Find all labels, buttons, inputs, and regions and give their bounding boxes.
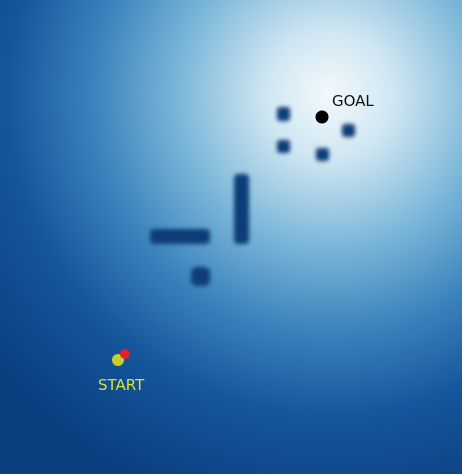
goal-label: GOAL: [332, 92, 374, 110]
obstacle-block: [277, 140, 290, 153]
obstacle-wall-horizontal: [150, 229, 210, 244]
agent-marker: [120, 349, 130, 359]
obstacle-block: [277, 107, 290, 121]
start-label: START: [98, 376, 145, 394]
obstacle-block: [342, 124, 355, 137]
obstacle-wall-vertical: [234, 174, 249, 244]
goal-marker: [315, 110, 329, 124]
obstacle-block: [316, 148, 329, 161]
obstacle-block: [191, 267, 210, 286]
